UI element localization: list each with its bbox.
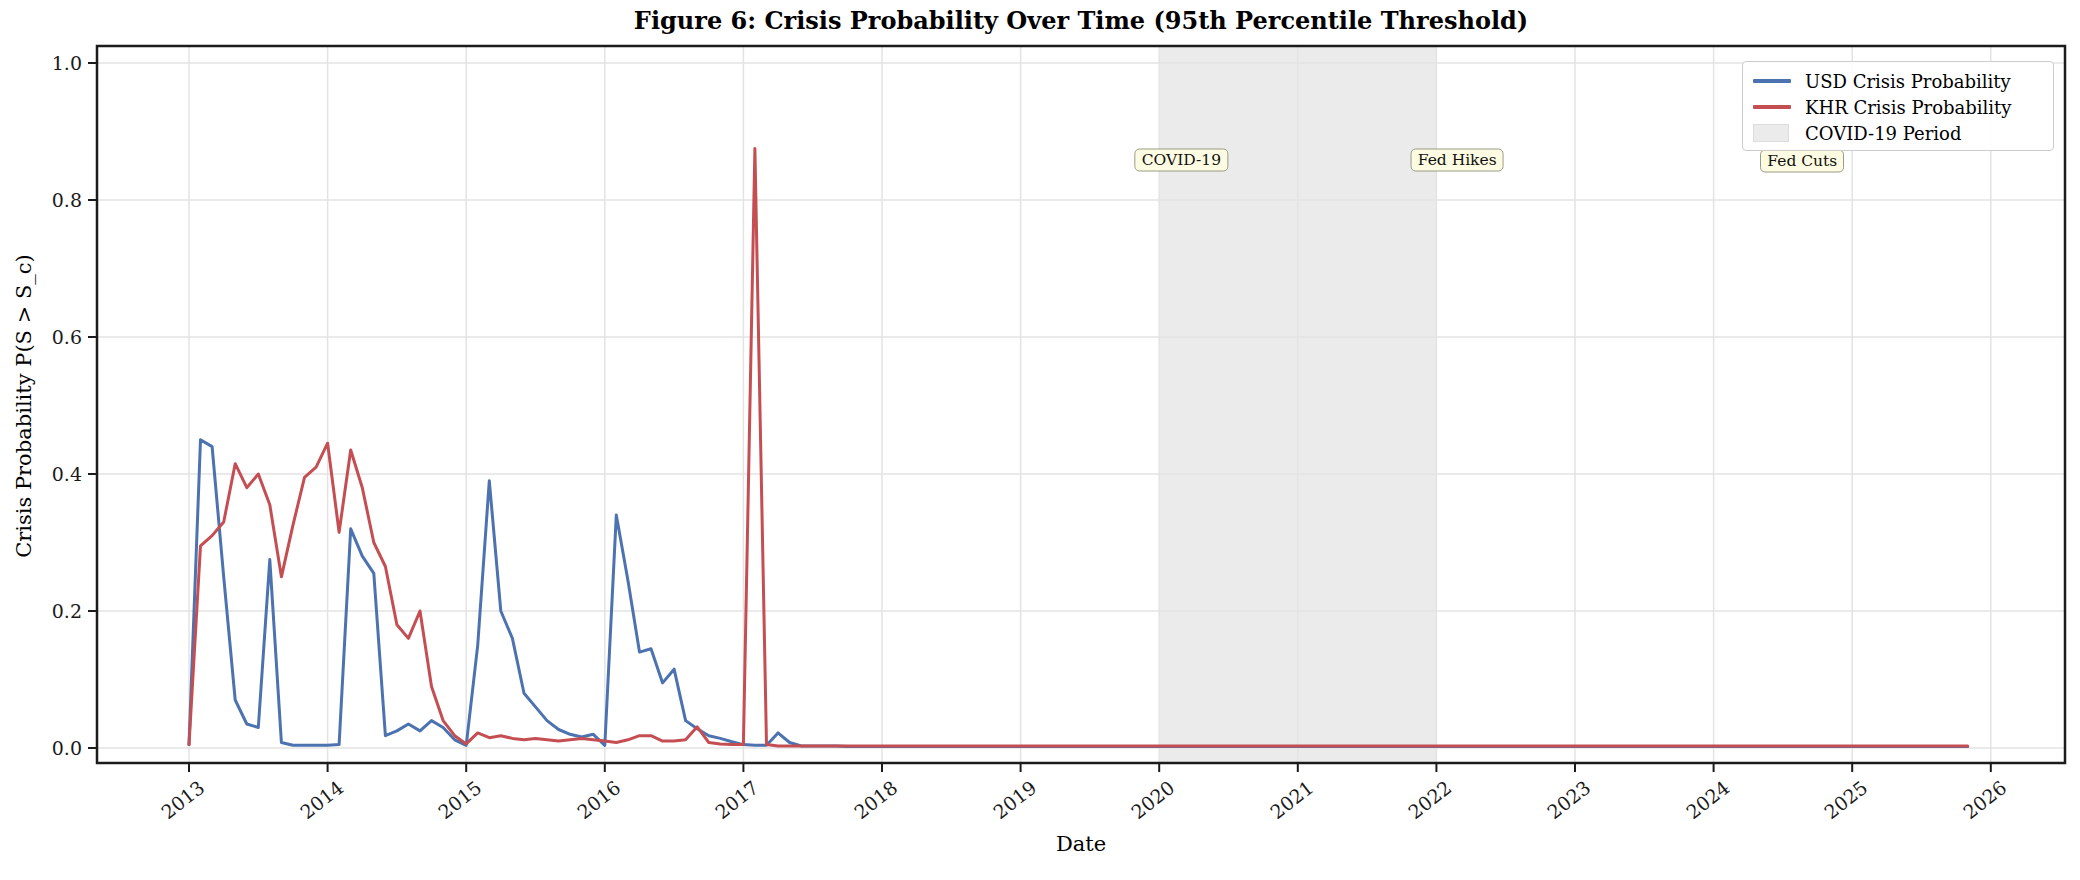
x-axis-title: Date [97,832,2065,856]
y-tick-label: 0.8 [20,189,82,211]
khr-series-line [189,149,1968,746]
annotation-covid-19: COVID-19 [1135,149,1228,172]
y-tick-label: 0.4 [20,463,82,485]
figure-title: Figure 6: Crisis Probability Over Time (… [97,6,2065,35]
annotation-fed-hikes: Fed Hikes [1411,149,1504,172]
usd-line-swatch-icon [1753,79,1791,83]
y-axis-title: Crisis Probability P(S > S_c) [12,226,36,586]
legend-label-usd: USD Crisis Probability [1805,71,2011,92]
legend: USD Crisis Probability KHR Crisis Probab… [1742,61,2054,151]
annotation-fed-cuts: Fed Cuts [1760,149,1844,172]
y-tick-label: 1.0 [20,52,82,74]
legend-item-khr: KHR Crisis Probability [1753,94,2043,120]
legend-item-covid: COVID-19 Period [1753,120,2043,146]
legend-item-usd: USD Crisis Probability [1753,68,2043,94]
y-tick-label: 0.2 [20,600,82,622]
crisis-probability-figure: Figure 6: Crisis Probability Over Time (… [0,0,2080,880]
khr-line-swatch-icon [1753,105,1791,109]
covid-patch-swatch-icon [1753,124,1789,142]
usd-series-line [189,440,1968,747]
y-tick-label: 0.6 [20,326,82,348]
legend-label-khr: KHR Crisis Probability [1805,97,2012,118]
y-tick-label: 0.0 [20,737,82,759]
legend-label-covid: COVID-19 Period [1805,123,1961,144]
